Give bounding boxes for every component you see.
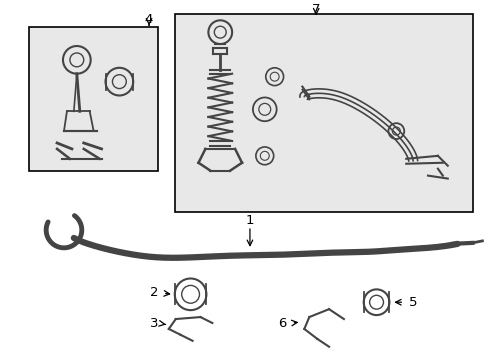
Text: 4: 4 (144, 13, 153, 26)
Text: 3: 3 (149, 318, 158, 330)
Text: 5: 5 (408, 296, 417, 309)
Text: 7: 7 (311, 3, 320, 16)
Text: 1: 1 (245, 213, 254, 227)
Bar (174, 14, 471, 212)
Text: 2: 2 (149, 286, 158, 299)
Text: 6: 6 (278, 318, 286, 330)
Bar (29, 27, 158, 171)
